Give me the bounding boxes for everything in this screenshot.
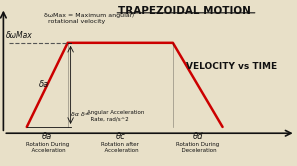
Text: θc: θc [116,132,125,141]
Text: δωMax = Maximum angular/
  rotational velocity: δωMax = Maximum angular/ rotational velo… [44,13,135,24]
Text: θa: θa [42,132,52,141]
Text: Angular Acceleration
  Rate, rad/s^2: Angular Acceleration Rate, rad/s^2 [87,110,144,121]
Text: δα δ=: δα δ= [71,112,90,117]
Text: δa: δa [39,80,49,89]
Text: Rotation During
  Deceleration: Rotation During Deceleration [176,142,219,153]
Text: Rotation after
  Acceleration: Rotation after Acceleration [101,142,139,153]
Text: TRAPEZOIDAL MOTION: TRAPEZOIDAL MOTION [118,6,251,16]
Text: VELOCITY vs TIME: VELOCITY vs TIME [186,62,277,71]
Text: Rotation During
  Acceleration: Rotation During Acceleration [26,142,69,153]
Text: θd: θd [192,132,203,141]
Text: δωMax: δωMax [6,31,33,40]
